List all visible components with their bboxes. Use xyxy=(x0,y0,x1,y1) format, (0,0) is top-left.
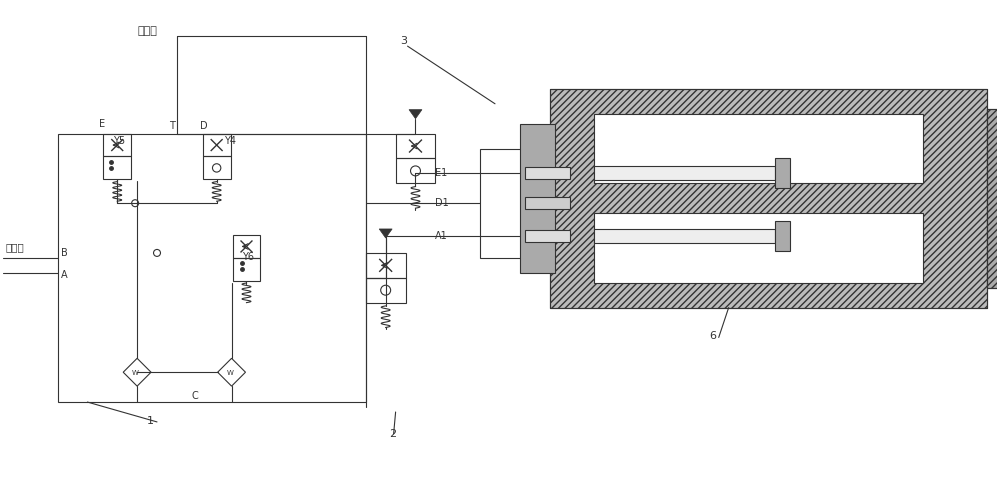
Bar xyxy=(594,166,775,180)
Bar xyxy=(550,89,987,308)
Bar xyxy=(203,156,231,179)
Text: 1: 1 xyxy=(147,416,154,426)
Bar xyxy=(550,89,987,308)
Bar xyxy=(775,221,790,251)
Bar xyxy=(103,134,131,156)
Bar xyxy=(396,134,435,159)
Text: A: A xyxy=(61,270,67,280)
Bar xyxy=(396,159,435,184)
Text: T: T xyxy=(169,120,175,130)
Text: E1: E1 xyxy=(435,168,448,177)
Bar xyxy=(594,229,775,243)
Bar xyxy=(987,109,1000,288)
Text: 3: 3 xyxy=(401,36,408,46)
Text: C: C xyxy=(192,391,199,401)
Bar xyxy=(203,134,231,156)
Text: D: D xyxy=(200,120,207,130)
Bar xyxy=(520,124,555,273)
Bar xyxy=(480,149,525,258)
Text: A1: A1 xyxy=(435,231,448,241)
Bar xyxy=(525,197,570,209)
Text: 主油路: 主油路 xyxy=(6,242,25,252)
Text: 6: 6 xyxy=(709,331,716,341)
Bar xyxy=(366,278,406,303)
Text: D1: D1 xyxy=(435,198,449,208)
Bar xyxy=(233,258,260,281)
Text: W: W xyxy=(132,369,139,376)
Bar xyxy=(987,109,1000,288)
Bar xyxy=(103,156,131,179)
Text: 回油路: 回油路 xyxy=(137,26,157,36)
Bar xyxy=(233,235,260,258)
Polygon shape xyxy=(409,109,422,119)
Bar xyxy=(775,158,790,187)
Bar xyxy=(594,213,923,283)
Polygon shape xyxy=(379,229,392,238)
Text: B: B xyxy=(61,248,67,258)
Text: Y5: Y5 xyxy=(113,136,125,146)
Bar xyxy=(366,253,406,278)
Text: Y6: Y6 xyxy=(243,252,255,262)
Text: Y4: Y4 xyxy=(224,136,236,146)
Bar xyxy=(58,134,366,402)
Bar xyxy=(525,230,570,242)
Text: E: E xyxy=(99,119,105,129)
Text: 2: 2 xyxy=(389,429,396,439)
Bar xyxy=(525,167,570,179)
Bar xyxy=(594,114,923,184)
Text: W: W xyxy=(227,369,233,376)
